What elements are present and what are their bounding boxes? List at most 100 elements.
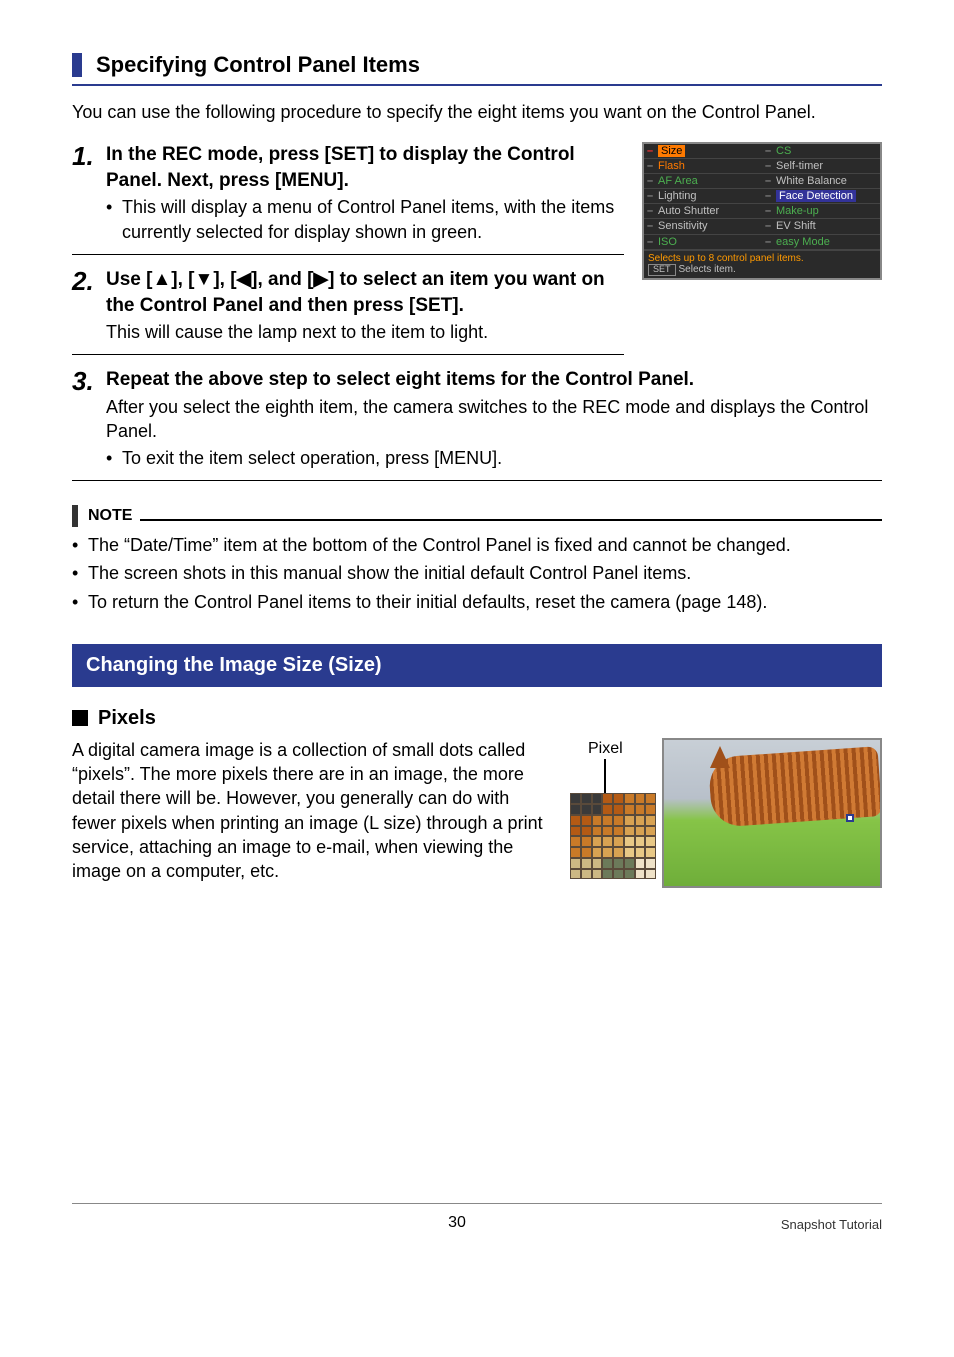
footer-title: Snapshot Tutorial: [722, 1216, 882, 1234]
sample-photo-ear: [710, 746, 730, 768]
cp-dash-icon: –: [764, 145, 772, 157]
step-3: 3. Repeat the above step to select eight…: [72, 367, 882, 481]
camera-panel-item: –Size: [644, 144, 762, 159]
pixel-cell: [592, 826, 603, 837]
camera-panel-item: –Sensitivity: [644, 219, 762, 234]
camera-panel-item: –CS: [762, 144, 880, 159]
pixel-cell: [592, 847, 603, 858]
note-label: NOTE: [88, 505, 132, 527]
pixel-cell: [624, 826, 635, 837]
pixel-cell: [602, 836, 613, 847]
pixel-cell: [613, 804, 624, 815]
pixel-cell: [624, 847, 635, 858]
camera-panel-item: –White Balance: [762, 174, 880, 189]
intro-paragraph: You can use the following procedure to s…: [72, 100, 882, 124]
cp-item-label: Lighting: [658, 190, 760, 202]
pixel-cell: [602, 815, 613, 826]
step-1: 1. In the REC mode, press [SET] to displ…: [72, 142, 624, 255]
pixel-cell: [581, 804, 592, 815]
pixel-cell: [624, 793, 635, 804]
pixel-cell: [592, 793, 603, 804]
arrow-right-icon: ▶: [313, 269, 328, 290]
page-footer: 30 Snapshot Tutorial: [72, 1203, 882, 1234]
camera-panel-footer: Selects up to 8 control panel items. SET…: [644, 250, 880, 278]
cp-item-label: Size: [658, 145, 760, 157]
step-2: 2. Use [▲], [▼], [◀], and [▶] to select …: [72, 267, 624, 356]
cp-item-label: ISO: [658, 236, 760, 248]
cp-dash-icon: –: [646, 160, 654, 172]
cp-set-button-icon: SET: [648, 264, 676, 276]
pixel-cell: [602, 858, 613, 869]
pixel-cell: [635, 847, 646, 858]
camera-panel-item: –AF Area: [644, 174, 762, 189]
pixel-cell: [581, 847, 592, 858]
cp-footer-line1: Selects up to 8 control panel items.: [648, 253, 876, 264]
sample-photo: [662, 738, 882, 888]
page-number: 30: [192, 1212, 722, 1234]
pixels-paragraph: A digital camera image is a collection o…: [72, 738, 548, 884]
cp-item-label: CS: [776, 145, 878, 157]
cp-item-label: Sensitivity: [658, 220, 760, 232]
pixel-cell: [592, 869, 603, 880]
pixel-cell: [624, 869, 635, 880]
arrow-down-icon: ▼: [195, 269, 214, 290]
cp-footer-line2: SETSelects item.: [648, 264, 876, 276]
bullet-dot: •: [106, 446, 122, 470]
cp-item-label: Make-up: [776, 205, 878, 217]
pixel-cell: [624, 804, 635, 815]
bullet-dot: •: [106, 195, 122, 244]
cp-dash-icon: –: [646, 236, 654, 248]
subheading-bar: Specifying Control Panel Items: [72, 50, 882, 86]
cp-item-label: easy Mode: [776, 236, 878, 248]
cp-dash-icon: –: [764, 190, 772, 202]
note-item: •The “Date/Time” item at the bottom of t…: [72, 533, 882, 557]
note-item-text: The screen shots in this manual show the…: [88, 561, 882, 585]
pixel-cell: [581, 793, 592, 804]
step-1-bullet: • This will display a menu of Control Pa…: [106, 195, 624, 244]
bullet-dot: •: [72, 590, 88, 614]
cp-dash-icon: –: [646, 190, 654, 202]
pixel-cell: [570, 793, 581, 804]
black-square-icon: [72, 710, 88, 726]
step-2-number: 2.: [72, 267, 106, 296]
pixel-cell: [602, 826, 613, 837]
s2-m2: ], [: [213, 269, 236, 290]
camera-panel-item: –easy Mode: [762, 235, 880, 250]
pixels-heading-row: Pixels: [72, 705, 882, 732]
pixel-cell: [570, 804, 581, 815]
step-3-number: 3.: [72, 367, 106, 396]
step-1-number: 1.: [72, 142, 106, 171]
pixel-cell: [613, 836, 624, 847]
step-3-title: Repeat the above step to select eight it…: [106, 367, 882, 393]
cp-dash-icon: –: [646, 145, 654, 157]
cp-dash-icon: –: [764, 175, 772, 187]
bullet-dot: •: [72, 561, 88, 585]
cp-item-label: AF Area: [658, 175, 760, 187]
pixel-cell: [645, 804, 656, 815]
pixel-cell: [645, 793, 656, 804]
cp-item-label: White Balance: [776, 175, 878, 187]
sample-photo-subject: [708, 746, 882, 828]
pixel-cell: [645, 836, 656, 847]
pixel-cell: [592, 804, 603, 815]
pixel-cell: [624, 858, 635, 869]
s2-pre: Use [: [106, 269, 152, 290]
camera-panel-item: –Face Detection: [762, 189, 880, 204]
pixel-cell: [570, 858, 581, 869]
pixel-cell: [624, 836, 635, 847]
cp-item-label: EV Shift: [776, 220, 878, 232]
pixel-cell: [645, 847, 656, 858]
step-2-title: Use [▲], [▼], [◀], and [▶] to select an …: [106, 267, 624, 318]
bullet-dot: •: [72, 533, 88, 557]
pixel-cell: [645, 815, 656, 826]
camera-panel-item: –EV Shift: [762, 219, 880, 234]
section-heading: Changing the Image Size (Size): [72, 644, 882, 687]
arrow-left-icon: ◀: [237, 269, 252, 290]
camera-panel-item: –Make-up: [762, 204, 880, 219]
pixel-cell: [592, 858, 603, 869]
camera-panel-item: –Auto Shutter: [644, 204, 762, 219]
cp-dash-icon: –: [764, 160, 772, 172]
pixel-cell: [581, 836, 592, 847]
pixel-cell: [645, 826, 656, 837]
pixel-zoom-grid: [570, 793, 656, 879]
